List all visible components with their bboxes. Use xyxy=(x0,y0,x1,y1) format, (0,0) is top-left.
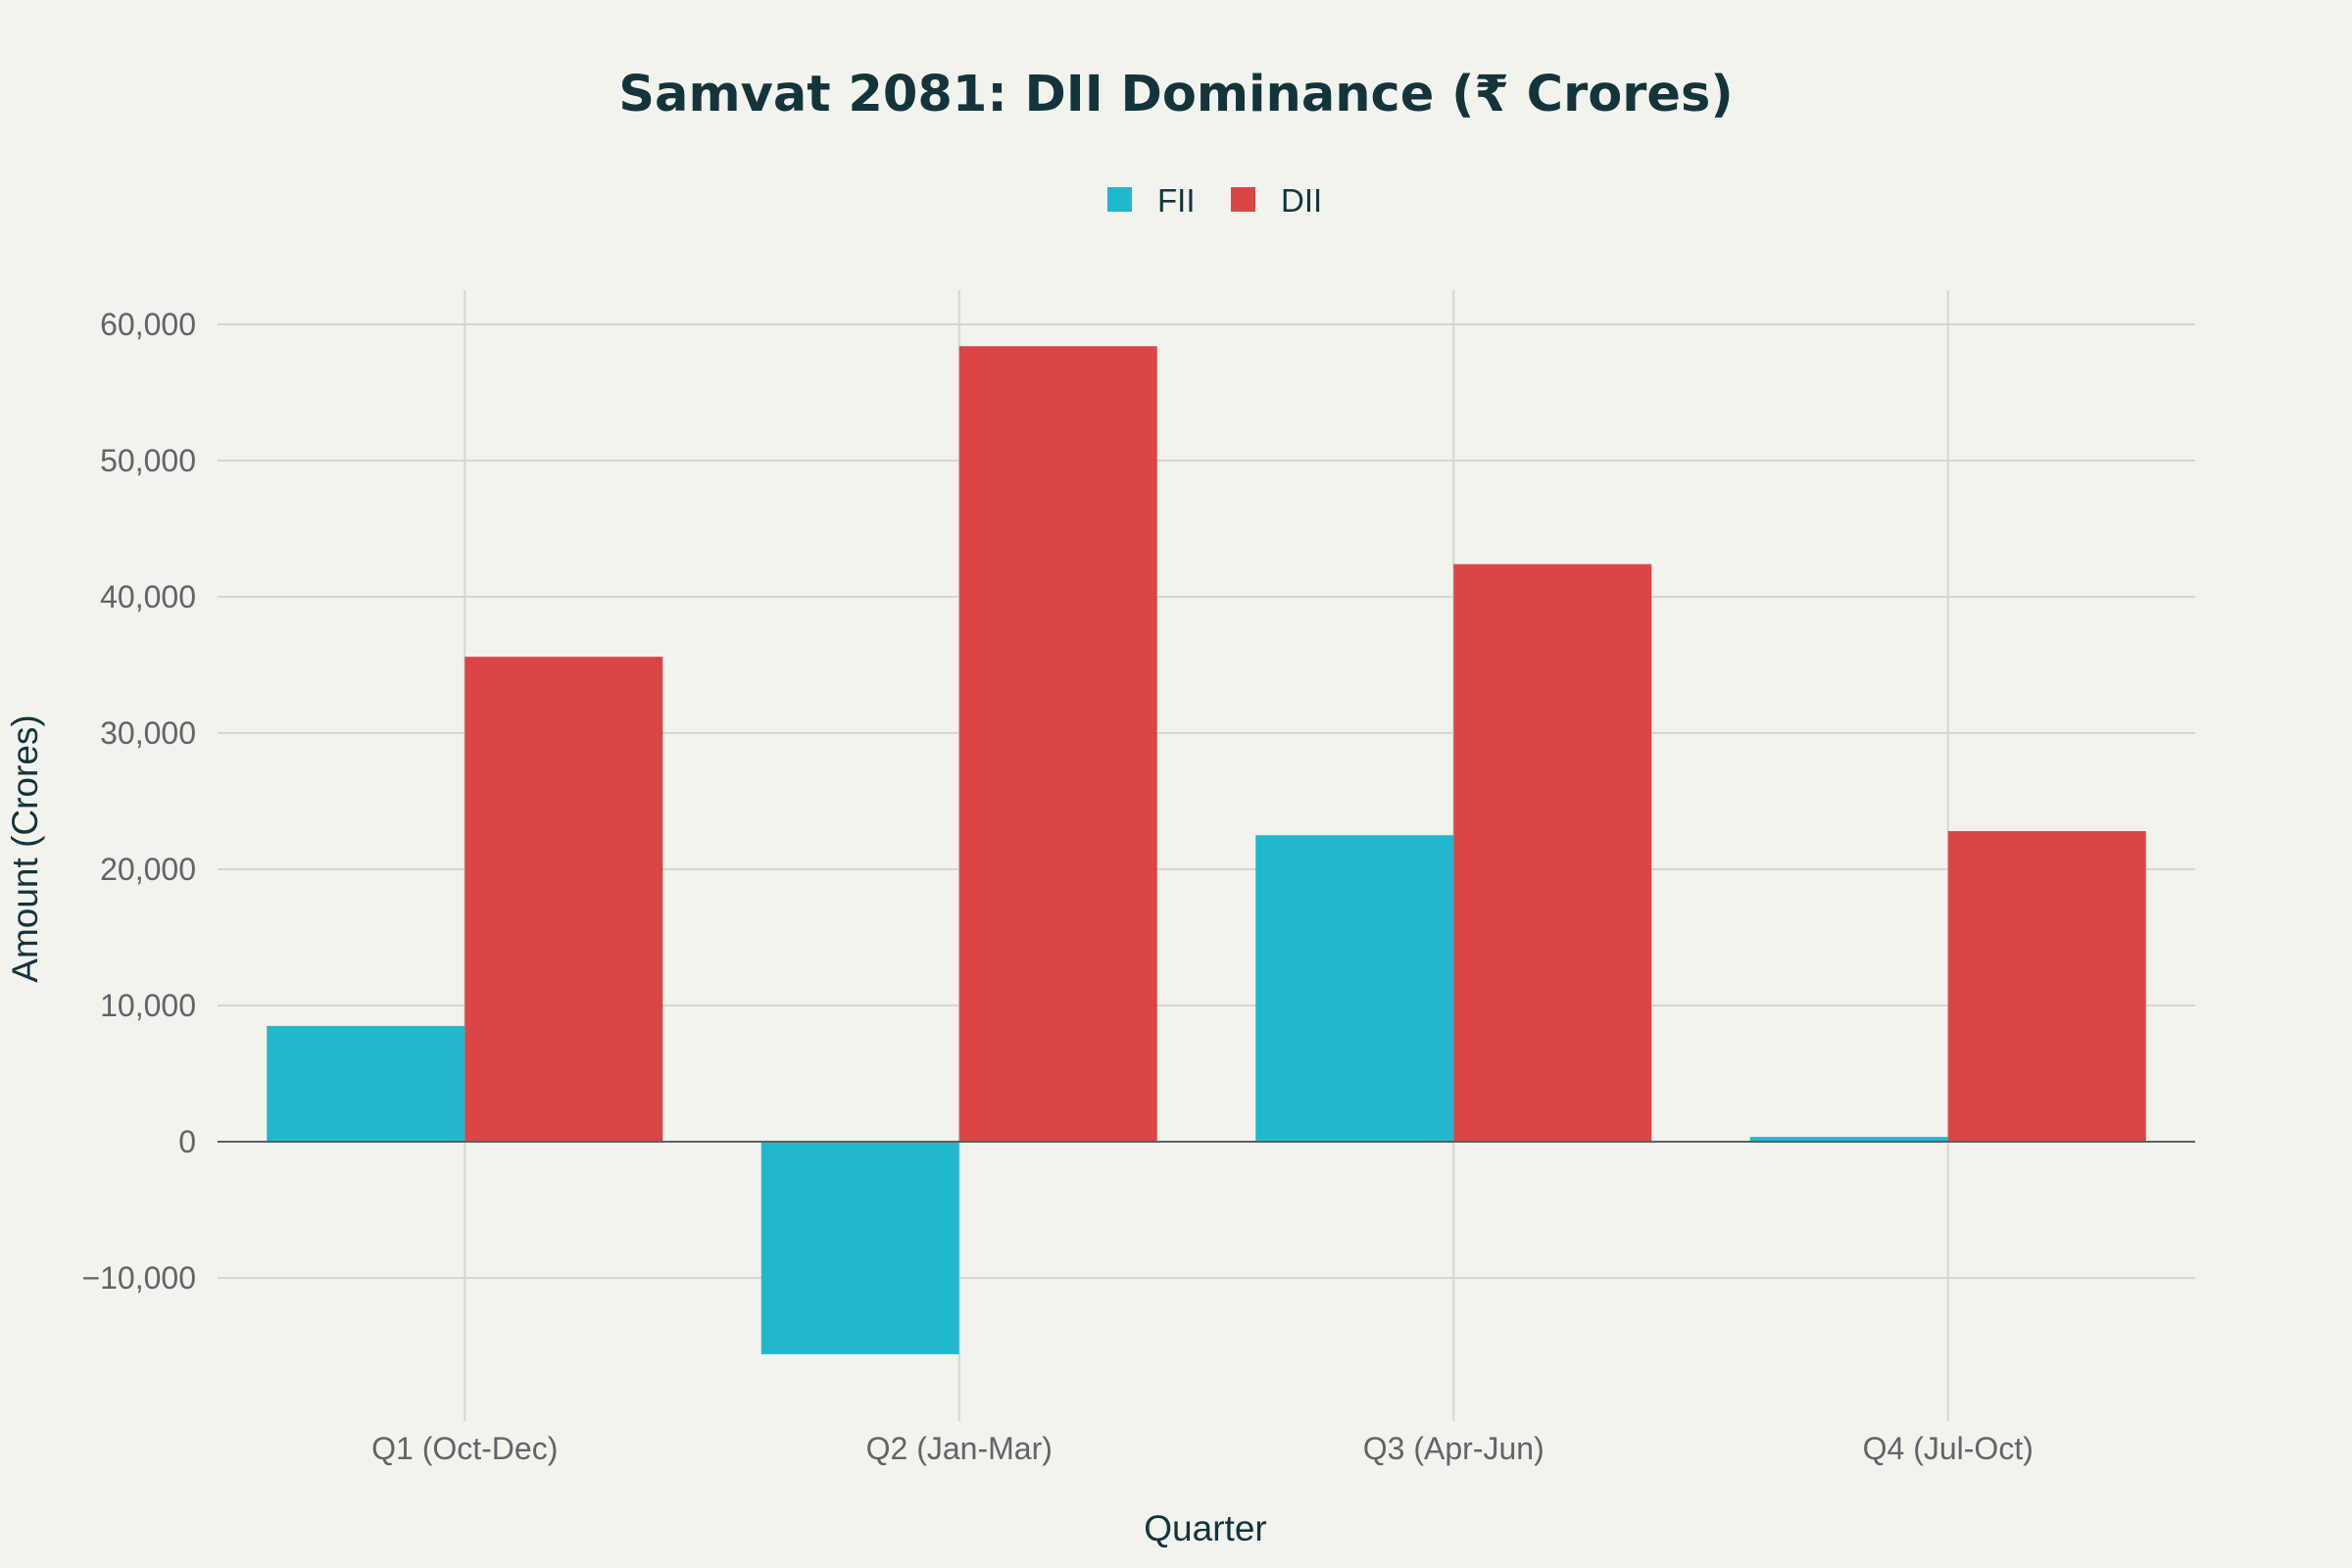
y-tick-label: 30,000 xyxy=(100,715,196,751)
y-tick-label: 60,000 xyxy=(100,307,196,342)
legend: FII DII xyxy=(1107,182,1322,219)
y-tick-label: −10,000 xyxy=(81,1260,196,1296)
bar-dii-q4 xyxy=(1947,831,2146,1142)
legend-label-dii: DII xyxy=(1281,182,1322,219)
bar-dii-q1 xyxy=(465,657,663,1142)
y-tick-label: 0 xyxy=(178,1124,196,1159)
y-tick-label: 10,000 xyxy=(100,988,196,1023)
x-tick-label: Q4 (Jul-Oct) xyxy=(1863,1431,2034,1466)
y-axis-ticks: −10,000 0 10,000 20,000 30,000 40,000 50,000 60… xyxy=(81,307,196,1296)
bar-fii-q4 xyxy=(1749,1137,1948,1142)
bar-dii-q2 xyxy=(958,346,1157,1142)
y-tick-label: 40,000 xyxy=(100,579,196,614)
legend-swatch-dii xyxy=(1231,187,1255,212)
x-tick-label: Q3 (Apr-Jun) xyxy=(1363,1431,1544,1466)
legend-swatch-fii xyxy=(1107,187,1132,212)
bars xyxy=(267,346,2146,1354)
bar-dii-q3 xyxy=(1453,564,1652,1142)
x-tick-label: Q1 (Oct-Dec) xyxy=(371,1431,558,1466)
bar-fii-q2 xyxy=(760,1142,959,1354)
y-tick-label: 20,000 xyxy=(100,852,196,887)
chart-title: Samvat 2081: DII Dominance (₹ Crores) xyxy=(618,66,1733,123)
x-axis-title: Quarter xyxy=(1144,1508,1266,1548)
bar-fii-q3 xyxy=(1255,835,1454,1142)
bar-fii-q1 xyxy=(267,1025,466,1142)
y-axis-title: Amount (Crores) xyxy=(5,714,45,982)
x-axis-ticks: Q1 (Oct-Dec) Q2 (Jan-Mar) Q3 (Apr-Jun) Q4 (… xyxy=(371,1431,2034,1466)
x-tick-label: Q2 (Jan-Mar) xyxy=(866,1431,1053,1466)
y-tick-label: 50,000 xyxy=(100,443,196,478)
legend-label-fii: FII xyxy=(1157,182,1196,219)
